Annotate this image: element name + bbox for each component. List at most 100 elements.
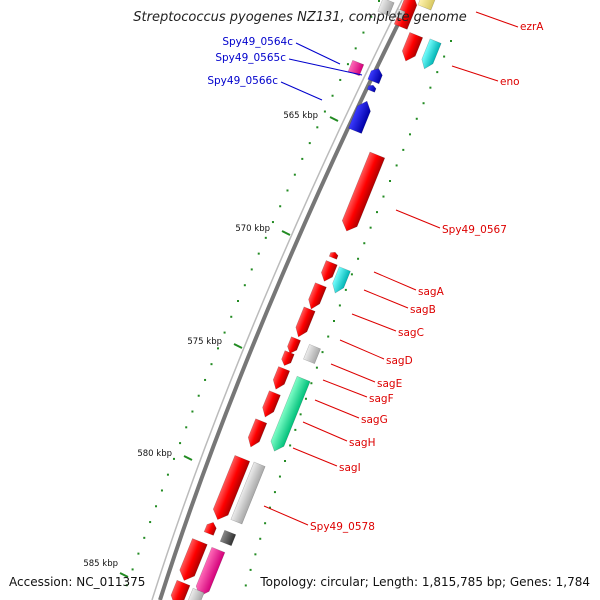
scale-dot xyxy=(204,378,207,381)
gene-features xyxy=(168,0,442,600)
scale-dot xyxy=(257,252,260,255)
gene-feature-sagD[interactable] xyxy=(293,306,316,339)
gene-label[interactable]: sagF xyxy=(369,393,394,405)
gene-feature-Spy49_0578[interactable] xyxy=(210,455,251,522)
gene-feature-sagD-gray[interactable] xyxy=(303,344,321,364)
leader-sagF xyxy=(322,379,368,398)
gene-feature-red-small[interactable] xyxy=(203,521,218,536)
gene-label[interactable]: eno xyxy=(500,76,520,88)
gene-feature-sagI[interactable] xyxy=(245,418,268,449)
scale-dot xyxy=(370,15,373,18)
genome-backbone-inner xyxy=(151,0,403,600)
scale-dot xyxy=(450,40,452,42)
scale-dot xyxy=(230,315,233,318)
gene-feature-sagF[interactable] xyxy=(280,350,295,368)
scale-dot xyxy=(409,133,411,136)
scale-dot xyxy=(210,363,213,366)
gene-feature-Spy49_0566c[interactable] xyxy=(366,84,377,93)
gene-feature-eno-partner[interactable] xyxy=(419,38,442,71)
gene-feature-red-bottom2[interactable] xyxy=(168,579,191,600)
gene-feature-Spy49_0565c[interactable] xyxy=(367,66,384,85)
scale-dot xyxy=(350,273,353,276)
gene-feature-Spy49_0564c[interactable] xyxy=(347,59,365,77)
gene-feature-sagA[interactable] xyxy=(328,251,339,260)
scale-dot xyxy=(321,351,324,354)
scale-dot xyxy=(223,331,226,334)
scale-tick-mark xyxy=(281,230,291,236)
gene-feature-sagA-red[interactable] xyxy=(319,260,338,283)
scale-dot xyxy=(131,568,134,571)
scale-dot xyxy=(185,426,188,429)
scale-tick-label: 570 kbp xyxy=(235,224,270,234)
leader-sagH xyxy=(302,421,348,442)
gene-feature-lav-bottom[interactable] xyxy=(187,587,205,600)
gene-label[interactable]: sagB xyxy=(410,304,436,316)
gene-feature-sagC[interactable] xyxy=(306,282,327,312)
scale-dot xyxy=(166,473,169,476)
gene-label[interactable]: Spy49_0566c xyxy=(207,75,278,87)
gene-feature-sagE[interactable] xyxy=(285,336,301,356)
gene-feature-gray-top[interactable] xyxy=(377,0,395,17)
gene-label[interactable]: ezrA xyxy=(520,21,544,33)
scale-dot xyxy=(443,55,446,58)
gene-label[interactable]: sagH xyxy=(349,437,375,449)
gene-feature-dark-small[interactable] xyxy=(219,529,237,547)
leader-Spy49_0565c xyxy=(288,58,363,76)
gene-feature-mag-bottom[interactable] xyxy=(193,546,226,599)
leader-eno xyxy=(451,65,499,82)
scale-dot xyxy=(160,489,163,492)
scale-dot xyxy=(301,157,304,160)
gene-label[interactable]: sagD xyxy=(386,355,413,367)
scale-dot xyxy=(378,0,380,2)
gene-label[interactable]: sagI xyxy=(339,462,361,474)
gene-label[interactable]: Spy49_0567 xyxy=(442,224,507,236)
gene-feature-ezrA[interactable] xyxy=(393,0,420,30)
gene-feature-sagB[interactable] xyxy=(330,266,351,296)
gene-label[interactable]: sagA xyxy=(418,286,445,298)
scale-dot xyxy=(155,505,158,508)
gene-label[interactable]: Spy49_0578 xyxy=(310,521,375,533)
gene-feature-gray-578[interactable] xyxy=(230,461,266,525)
gene-label[interactable]: Spy49_0564c xyxy=(222,36,293,48)
gene-feature-red-bottom[interactable] xyxy=(177,538,208,584)
scale-dot xyxy=(137,552,140,555)
scale-dot xyxy=(333,320,335,322)
gene-label[interactable]: sagC xyxy=(398,327,424,339)
leader-sagA xyxy=(373,271,417,291)
scale-dot xyxy=(244,584,247,587)
label-leaders xyxy=(263,11,519,526)
scale-dot xyxy=(264,236,267,239)
gene-label[interactable]: sagG xyxy=(361,414,388,426)
scale-dot xyxy=(143,536,146,539)
gene-feature-Spy49_0567[interactable] xyxy=(339,151,386,234)
gene-feature-yel-top[interactable] xyxy=(417,0,437,11)
scale-dot xyxy=(286,189,289,192)
gene-label[interactable]: sagE xyxy=(377,378,402,390)
scale-dot xyxy=(354,47,357,50)
scale-tick-label: 585 kbp xyxy=(83,559,118,569)
scale-dot xyxy=(299,413,302,416)
gene-feature-lav-top[interactable] xyxy=(394,8,406,20)
gene-feature-eno[interactable] xyxy=(399,32,424,63)
gene-feature-blue-long[interactable] xyxy=(348,99,374,134)
gene-label[interactable]: Spy49_0565c xyxy=(215,52,286,64)
leader-Spy49_0566c xyxy=(280,81,323,101)
gene-feature-sagH-green[interactable] xyxy=(268,375,311,454)
scale-dot xyxy=(339,78,342,81)
scale-dot xyxy=(327,335,330,338)
scale-dot xyxy=(269,506,271,509)
scale-dot xyxy=(172,457,175,460)
scale-dot xyxy=(304,397,307,400)
scale-dot xyxy=(216,347,219,350)
gene-feature-sagH[interactable] xyxy=(260,390,281,420)
scale-tick-label: 575 kbp xyxy=(187,337,222,347)
leader-Spy49_0567 xyxy=(395,209,441,229)
gene-feature-sagG[interactable] xyxy=(270,366,291,392)
scale-dot xyxy=(294,428,297,431)
scale-tick-mark xyxy=(183,455,193,461)
scale-dot xyxy=(308,142,311,145)
scale-dot xyxy=(293,173,296,176)
leader-sagD xyxy=(339,339,385,360)
